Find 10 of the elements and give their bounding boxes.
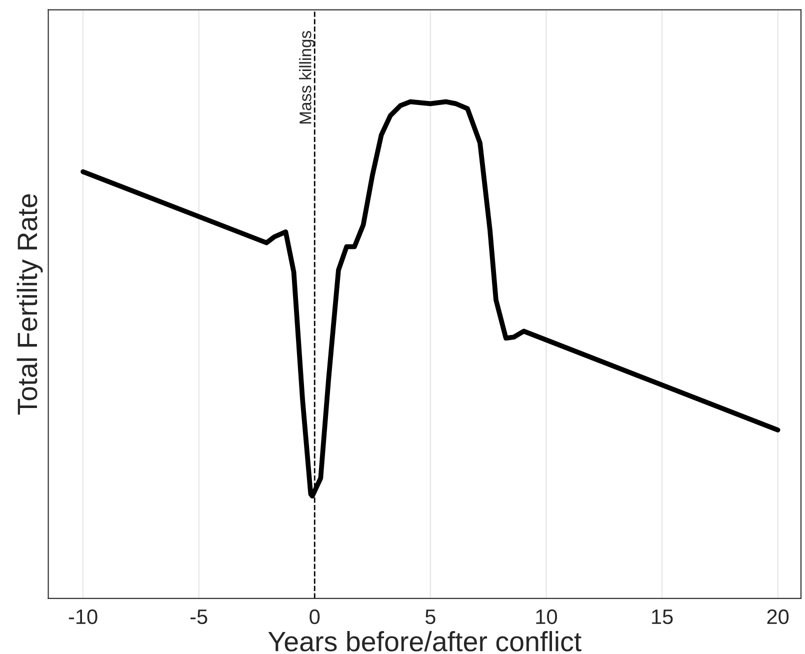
y-axis-title: Total Fertility Rate: [16, 194, 43, 415]
x-tick-label: 0: [310, 609, 320, 624]
x-axis-title: Years before/after conflict: [268, 631, 582, 652]
x-tick-label: 10: [536, 609, 557, 624]
ref-line-label: Mass killings: [299, 31, 315, 124]
x-tick-label: 20: [767, 609, 789, 624]
x-tick-label: -10: [68, 609, 98, 624]
x-tick-label: -5: [190, 610, 208, 624]
x-tick-label: 15: [652, 610, 673, 624]
x-tick-label: 5: [425, 610, 436, 624]
